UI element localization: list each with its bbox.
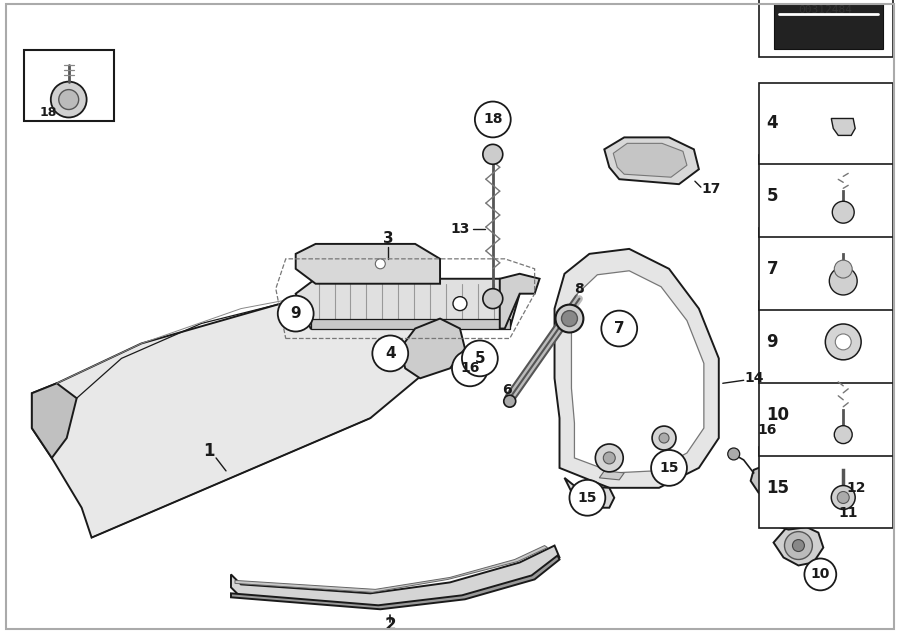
Text: 2: 2 bbox=[384, 616, 396, 634]
Circle shape bbox=[278, 296, 313, 331]
Polygon shape bbox=[400, 319, 465, 378]
Text: 16: 16 bbox=[757, 423, 777, 437]
Polygon shape bbox=[772, 498, 814, 523]
Text: 15: 15 bbox=[767, 478, 789, 497]
Circle shape bbox=[825, 324, 861, 360]
Polygon shape bbox=[231, 546, 560, 607]
Circle shape bbox=[834, 425, 852, 443]
Text: 7: 7 bbox=[614, 321, 625, 336]
Text: 8: 8 bbox=[574, 282, 584, 296]
Bar bbox=[759, 374, 893, 455]
Circle shape bbox=[793, 539, 805, 551]
Text: 17: 17 bbox=[702, 182, 721, 196]
Polygon shape bbox=[310, 319, 509, 329]
Text: 1: 1 bbox=[203, 442, 215, 460]
Text: 12: 12 bbox=[846, 481, 866, 495]
Text: 4: 4 bbox=[767, 114, 778, 132]
Circle shape bbox=[603, 452, 616, 464]
Bar bbox=[759, 83, 893, 164]
Circle shape bbox=[570, 480, 606, 516]
Polygon shape bbox=[572, 271, 704, 473]
Text: 3: 3 bbox=[383, 232, 393, 246]
Polygon shape bbox=[832, 118, 855, 135]
Bar bbox=[773, 4, 883, 50]
Circle shape bbox=[835, 334, 851, 350]
Text: 9: 9 bbox=[291, 306, 301, 321]
Bar bbox=[759, 301, 893, 383]
Circle shape bbox=[562, 310, 578, 326]
Text: 5: 5 bbox=[474, 351, 485, 366]
Circle shape bbox=[555, 305, 583, 333]
Polygon shape bbox=[599, 471, 625, 480]
Circle shape bbox=[601, 310, 637, 347]
Circle shape bbox=[659, 433, 669, 443]
Circle shape bbox=[728, 448, 740, 460]
Text: 14: 14 bbox=[744, 371, 764, 385]
Text: 18: 18 bbox=[483, 113, 502, 127]
Polygon shape bbox=[564, 478, 615, 508]
Circle shape bbox=[373, 336, 409, 371]
Polygon shape bbox=[296, 279, 519, 329]
Polygon shape bbox=[231, 555, 560, 609]
Circle shape bbox=[504, 395, 516, 407]
Circle shape bbox=[829, 267, 857, 295]
Text: 10: 10 bbox=[811, 567, 830, 581]
Circle shape bbox=[483, 289, 503, 308]
Text: 15: 15 bbox=[660, 461, 679, 475]
Circle shape bbox=[805, 558, 836, 590]
Circle shape bbox=[375, 259, 385, 269]
Polygon shape bbox=[773, 525, 824, 565]
Circle shape bbox=[834, 260, 852, 278]
Bar bbox=[24, 50, 113, 121]
Text: 7: 7 bbox=[767, 260, 778, 278]
Text: 00312484: 00312484 bbox=[798, 5, 852, 15]
Polygon shape bbox=[32, 284, 450, 537]
Circle shape bbox=[453, 296, 467, 310]
Circle shape bbox=[832, 485, 855, 509]
Circle shape bbox=[832, 201, 854, 223]
Text: 6: 6 bbox=[502, 384, 511, 398]
Circle shape bbox=[837, 492, 850, 504]
Circle shape bbox=[785, 532, 813, 560]
Bar bbox=[759, 228, 893, 310]
Circle shape bbox=[50, 81, 86, 118]
Text: 16: 16 bbox=[460, 361, 480, 375]
Text: 4: 4 bbox=[385, 346, 396, 361]
Bar bbox=[759, 0, 893, 57]
Circle shape bbox=[595, 444, 623, 472]
Text: 13: 13 bbox=[451, 222, 470, 236]
Polygon shape bbox=[32, 384, 76, 458]
Polygon shape bbox=[751, 466, 778, 496]
Polygon shape bbox=[761, 490, 824, 530]
Text: 11: 11 bbox=[838, 506, 858, 520]
Bar bbox=[759, 446, 893, 529]
Text: 15: 15 bbox=[578, 491, 597, 505]
Circle shape bbox=[475, 102, 510, 137]
Polygon shape bbox=[235, 546, 547, 592]
Circle shape bbox=[651, 450, 687, 486]
Polygon shape bbox=[613, 143, 687, 177]
Circle shape bbox=[452, 350, 488, 386]
Text: 5: 5 bbox=[767, 187, 778, 205]
Circle shape bbox=[58, 90, 78, 109]
Circle shape bbox=[483, 144, 503, 164]
Text: 9: 9 bbox=[767, 333, 778, 351]
Polygon shape bbox=[554, 249, 719, 488]
Polygon shape bbox=[604, 137, 699, 184]
Circle shape bbox=[652, 426, 676, 450]
Polygon shape bbox=[500, 273, 540, 329]
Bar bbox=[759, 155, 893, 237]
Text: 18: 18 bbox=[40, 106, 58, 119]
Circle shape bbox=[462, 340, 498, 377]
Text: 10: 10 bbox=[767, 406, 789, 424]
Polygon shape bbox=[296, 244, 440, 284]
